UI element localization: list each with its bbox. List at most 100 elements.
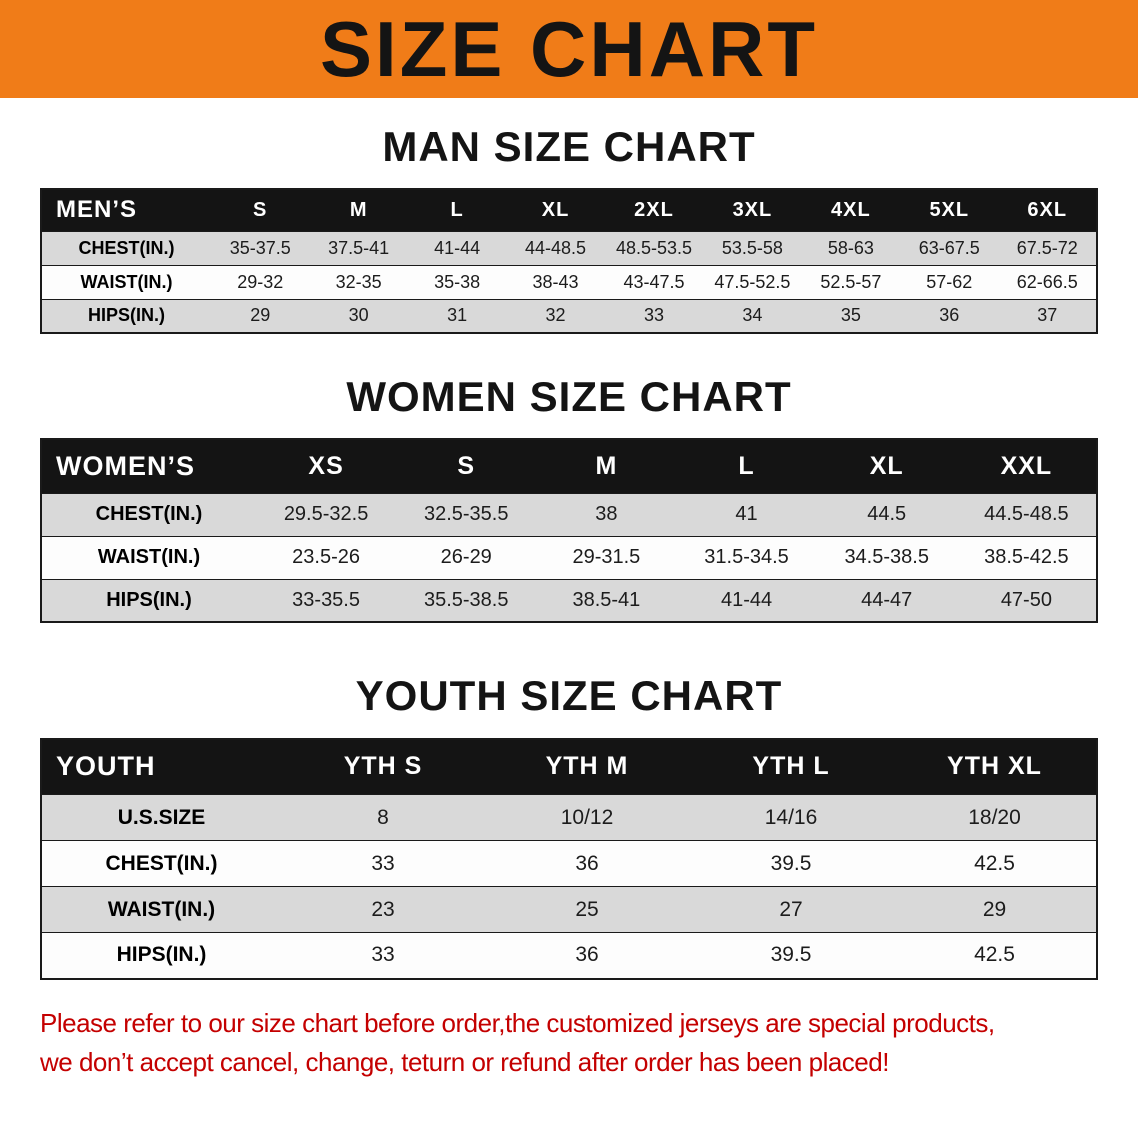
men-table-body: CHEST(IN.) 35-37.5 37.5-41 41-44 44-48.5 48.5…: [41, 231, 1097, 334]
men-table-title: MEN’S: [41, 189, 211, 232]
size-value: 33-35.5: [292, 589, 360, 612]
youth-size-header: YTH L: [689, 738, 893, 795]
size-value: 52.5-57: [820, 271, 882, 292]
women-size-header: M: [536, 439, 677, 494]
size-value: 33: [643, 305, 664, 326]
women-size-header: XS: [256, 439, 397, 494]
size-value: 29-31.5: [572, 546, 641, 569]
size-value: 62-66.5: [1016, 271, 1078, 292]
size-value: 32-35: [335, 271, 382, 292]
men-row-waist-in: WAIST(IN.) 29-32 32-35 35-38 38-43 43-47.5 47.…: [41, 265, 1097, 300]
youth-row-chest-in: CHEST(IN.) 33 36 39.5 42.5: [41, 840, 1097, 887]
size-value: 41-44: [720, 589, 773, 612]
row-label: HIPS(IN.): [106, 589, 192, 612]
row-label: WAIST(IN.): [97, 546, 201, 569]
youth-size-header: YTH S: [281, 738, 485, 795]
size-value: 38-43: [532, 271, 579, 292]
size-value: 53.5-58: [721, 237, 783, 258]
size-value: 35.5-38.5: [423, 589, 509, 612]
size-value: 57-62: [926, 271, 973, 292]
row-label: HIPS(IN.): [116, 943, 207, 967]
men-size-table: MEN’S S M L XL 2XL 3XL 4XL 5XL 6XL CHEST(IN.) 35-3…: [40, 188, 1098, 335]
youth-size-chart-heading: YOUTH SIZE CHART: [355, 672, 783, 720]
men-size-header: 5XL: [900, 189, 999, 232]
size-value: 34.5-38.5: [844, 546, 929, 569]
size-value: 47-50: [1000, 589, 1052, 612]
youth-size-section: YOUTH SIZE CHART YOUTH YTH S YTH M YTH L YTH…: [0, 672, 1138, 980]
size-value: 8: [377, 805, 389, 829]
women-table-title: WOMEN’S: [41, 439, 256, 494]
men-size-header: XL: [506, 189, 605, 232]
men-size-header: 2XL: [604, 189, 704, 232]
size-value: 29-32: [237, 271, 284, 292]
size-value: 44.5-48.5: [984, 503, 1069, 526]
size-value: 39.5: [770, 851, 812, 875]
size-value: 25: [575, 897, 599, 921]
youth-size-header: YTH M: [485, 738, 689, 795]
women-size-header: XL: [816, 439, 957, 494]
youth-row-waist-in: WAIST(IN.) 23 25 27 29: [41, 886, 1097, 933]
size-chart-banner: SIZE CHART: [0, 0, 1138, 98]
row-label: HIPS(IN.): [87, 305, 165, 326]
size-chart-title: SIZE CHART: [320, 5, 818, 93]
youth-row-hips-in: HIPS(IN.) 33 36 39.5 42.5: [41, 932, 1097, 979]
size-value: 35: [840, 305, 861, 326]
size-value: 32: [545, 305, 566, 326]
size-value: 42.5: [974, 943, 1015, 967]
size-value: 58-63: [827, 237, 874, 258]
size-value: 31.5-34.5: [704, 546, 789, 569]
women-row-waist-in: WAIST(IN.) 23.5-26 26-29 29-31.5 31.5-34.5 34…: [41, 536, 1097, 580]
size-value: 23.5-26: [292, 546, 360, 569]
men-size-header: 4XL: [801, 189, 901, 232]
youth-table-title: YOUTH: [41, 738, 281, 795]
women-size-chart-heading: WOMEN SIZE CHART: [346, 373, 792, 421]
row-label: WAIST(IN.): [107, 897, 216, 921]
size-value: 27: [779, 897, 803, 921]
size-value: 41: [735, 503, 758, 526]
size-value: 43-47.5: [623, 271, 685, 292]
disclaimer-line-2: we don’t accept cancel, change, teturn o…: [40, 1046, 889, 1077]
men-size-header: 6XL: [998, 189, 1097, 232]
size-value: 10/12: [560, 805, 614, 829]
youth-size-header: YTH XL: [893, 738, 1097, 795]
size-value: 42.5: [974, 851, 1015, 875]
size-value: 29.5-32.5: [283, 503, 369, 526]
size-value: 38.5-41: [572, 589, 641, 612]
size-value: 63-67.5: [918, 237, 980, 258]
row-label: CHEST(IN.): [105, 851, 218, 875]
size-value: 44-47: [861, 589, 913, 612]
size-value: 14/16: [764, 805, 818, 829]
size-value: 35-37.5: [229, 237, 291, 258]
youth-table-body: U.S.SIZE 8 10/12 14/16 18/20 CHEST(IN.) 33 36 39…: [41, 794, 1097, 979]
size-value: 38.5-42.5: [984, 546, 1069, 569]
size-value: 29: [982, 897, 1007, 921]
men-row-chest-in: CHEST(IN.) 35-37.5 37.5-41 41-44 44-48.5 48.5…: [41, 231, 1097, 266]
size-value: 44.5: [867, 503, 907, 526]
women-row-hips-in: HIPS(IN.) 33-35.5 35.5-38.5 38.5-41 41-44 44-…: [41, 579, 1097, 623]
men-row-hips-in: HIPS(IN.) 29 30 31 32 33 34 35 36 37: [41, 299, 1097, 334]
size-value: 39.5: [770, 943, 812, 967]
women-size-section: WOMEN SIZE CHART WOMEN’S XS S M L XL XXL CHEST…: [0, 373, 1138, 624]
women-table-body: CHEST(IN.) 29.5-32.5 32.5-35.5 38 41 44.5 44.5…: [41, 493, 1097, 623]
size-value: 33: [371, 851, 395, 875]
size-value: 36: [575, 851, 599, 875]
size-value: 37.5-41: [328, 237, 390, 258]
men-size-section: MAN SIZE CHART MEN’S S M L XL 2XL 3XL 4XL 5XL 6XL…: [0, 123, 1138, 335]
men-size-header: L: [407, 189, 507, 232]
men-size-header: M: [309, 189, 408, 232]
size-value: 32.5-35.5: [423, 503, 509, 526]
size-value: 29: [250, 305, 271, 326]
women-size-header: L: [676, 439, 817, 494]
size-value: 26-29: [440, 546, 492, 569]
size-value: 44-48.5: [525, 237, 587, 258]
men-header-row: MEN’S S M L XL 2XL 3XL 4XL 5XL 6XL: [41, 189, 1097, 232]
youth-row-u-s-size: U.S.SIZE 8 10/12 14/16 18/20: [41, 794, 1097, 841]
size-value: 36: [575, 943, 599, 967]
size-value: 37: [1037, 305, 1058, 326]
women-header-row: WOMEN’S XS S M L XL XXL: [41, 439, 1097, 494]
row-label: U.S.SIZE: [117, 805, 206, 829]
man-size-chart-heading: MAN SIZE CHART: [382, 123, 756, 170]
size-value: 48.5-53.5: [615, 237, 692, 258]
size-value: 23: [371, 897, 395, 921]
size-value: 41-44: [434, 237, 481, 258]
